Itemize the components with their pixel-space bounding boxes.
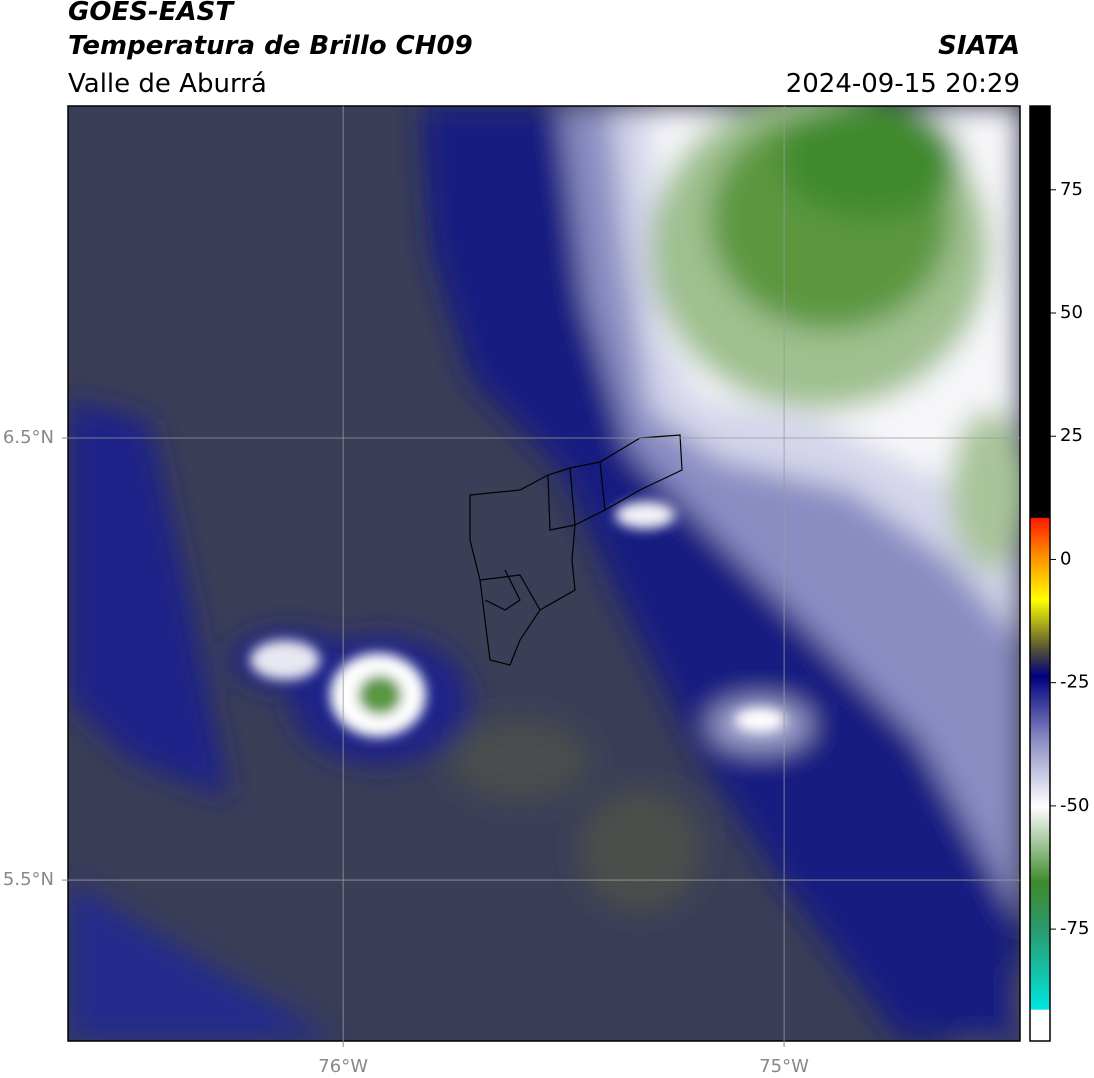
source: SIATA (938, 31, 1020, 61)
lat-label: 6.5°N (3, 427, 54, 448)
colorbar-label: 0 (1060, 548, 1071, 569)
lon-label: 75°W (759, 1056, 809, 1077)
colorbar (1029, 105, 1051, 1042)
lat-label: 5.5°N (3, 869, 54, 890)
colorbar-label: 25 (1060, 425, 1083, 446)
satellite-image (68, 106, 1020, 1041)
colorbar-label: -25 (1060, 672, 1089, 693)
municipal-boundaries (469, 434, 683, 666)
datetime: 2024-09-15 20:29 (786, 69, 1020, 99)
region: Valle de Aburrá (68, 69, 267, 99)
subtitle: Temperatura de Brillo CH09 (68, 31, 473, 61)
colorbar-label: 75 (1060, 179, 1083, 200)
colorbar-label: 50 (1060, 302, 1083, 323)
title: GOES-EAST (68, 0, 235, 27)
lon-label: 76°W (318, 1056, 368, 1077)
colorbar-label: -50 (1060, 795, 1089, 816)
colorbar-label: -75 (1060, 918, 1089, 939)
map-frame (67, 105, 1021, 1042)
